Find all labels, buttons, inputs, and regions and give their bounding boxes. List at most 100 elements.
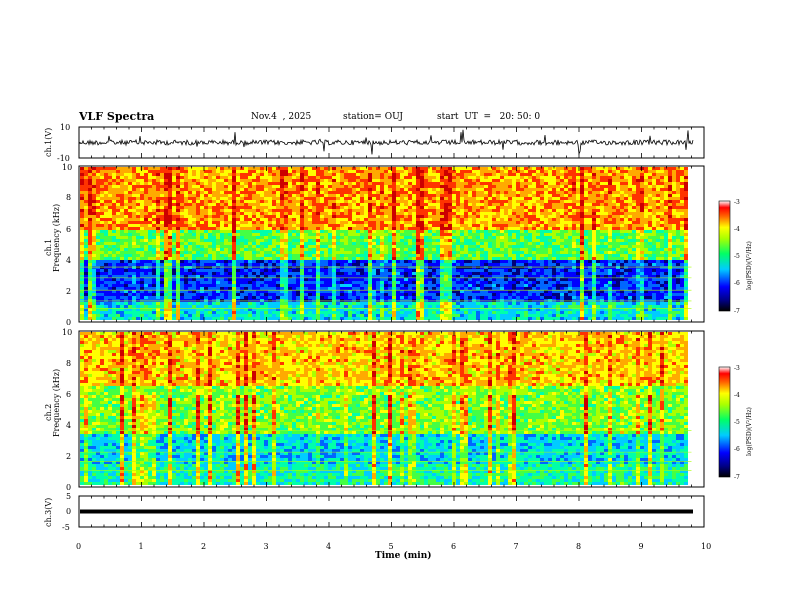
spec-cell	[476, 188, 480, 191]
spec-cell	[428, 203, 432, 206]
spec-cell	[116, 203, 120, 206]
spec-cell	[404, 218, 408, 221]
spec-cell	[144, 233, 148, 236]
spec-cell	[524, 242, 528, 245]
spec-cell	[628, 200, 632, 203]
spec-cell	[292, 230, 296, 233]
spec-cell	[228, 251, 232, 254]
spec-cell	[456, 200, 460, 203]
spec-cell	[544, 182, 548, 185]
spec-cell	[472, 245, 476, 248]
spec-cell	[104, 203, 108, 206]
spec-cell	[200, 260, 204, 263]
spec-cell	[380, 176, 384, 179]
spec-cell	[552, 182, 556, 185]
spec-cell	[564, 173, 568, 176]
spec-cell	[244, 257, 248, 260]
spec-cell	[96, 218, 100, 221]
spec-cell	[488, 263, 492, 266]
spec-cell	[400, 167, 404, 170]
spec-cell	[532, 191, 536, 194]
spec-cell	[352, 209, 356, 212]
spec-cell	[588, 236, 592, 239]
spec-cell	[508, 176, 512, 179]
spec-cell	[584, 188, 588, 191]
spec-cell	[156, 224, 160, 227]
spec-cell	[340, 245, 344, 248]
spec-cell	[240, 176, 244, 179]
spec-cell	[376, 260, 380, 263]
spec-cell	[552, 227, 556, 230]
spec-cell	[328, 191, 332, 194]
spec-cell	[536, 167, 540, 170]
spec-cell	[332, 260, 336, 263]
spec-cell	[620, 179, 624, 182]
spec-cell	[456, 257, 460, 260]
spec-cell	[80, 176, 84, 179]
spec-cell	[300, 197, 304, 200]
spec-cell	[436, 248, 440, 251]
spec-cell	[336, 233, 340, 236]
spec-cell	[560, 206, 564, 209]
spec-cell	[344, 191, 348, 194]
spec-cell	[304, 212, 308, 215]
spec-cell	[228, 191, 232, 194]
spec-cell	[592, 200, 596, 203]
spec-cell	[412, 260, 416, 263]
spec-cell	[572, 215, 576, 218]
spec-cell	[616, 191, 620, 194]
spec-cell	[532, 239, 536, 242]
spec-cell	[676, 257, 680, 260]
spec-cell	[312, 212, 316, 215]
spec-cell	[372, 233, 376, 236]
spec-cell	[536, 179, 540, 182]
spec-cell	[232, 176, 236, 179]
spec-cell	[280, 221, 284, 224]
spec-cell	[128, 245, 132, 248]
spec-cell	[112, 191, 116, 194]
spec-cell	[572, 227, 576, 230]
spec-cell	[444, 251, 448, 254]
spec-cell	[232, 167, 236, 170]
spec-cell	[512, 242, 516, 245]
spec-cell	[408, 257, 412, 260]
spec-cell	[448, 251, 452, 254]
spec-cell	[392, 173, 396, 176]
spec-cell	[352, 263, 356, 266]
spec-cell	[180, 227, 184, 230]
spec-cell	[624, 218, 628, 221]
spec-cell	[472, 173, 476, 176]
spec-cell	[480, 239, 484, 242]
spec-cell	[224, 215, 228, 218]
spec-cell	[348, 215, 352, 218]
spec-cell	[444, 242, 448, 245]
spec-cell	[612, 176, 616, 179]
spec-cell	[496, 242, 500, 245]
spec-cell	[280, 230, 284, 233]
spec-cell	[364, 233, 368, 236]
spec-cell	[544, 251, 548, 254]
spec-cell	[144, 257, 148, 260]
spec-cell	[436, 218, 440, 221]
spec-cell	[348, 257, 352, 260]
spec-cell	[304, 173, 308, 176]
spec-cell	[300, 173, 304, 176]
spec-cell	[324, 245, 328, 248]
spec-cell	[620, 206, 624, 209]
spec-cell	[344, 185, 348, 188]
spec-cell	[644, 218, 648, 221]
spec-cell	[492, 263, 496, 266]
spec-cell	[104, 170, 108, 173]
spec-cell	[104, 179, 108, 182]
spec-cell	[648, 176, 652, 179]
spec-cell	[380, 179, 384, 182]
spec-cell	[580, 194, 584, 197]
spec-cell	[668, 221, 672, 224]
spec-cell	[316, 185, 320, 188]
spec-cell	[216, 185, 220, 188]
spec-cell	[536, 197, 540, 200]
spec-cell	[400, 236, 404, 239]
spec-cell	[224, 248, 228, 251]
spec-cell	[128, 170, 132, 173]
spec-cell	[316, 242, 320, 245]
